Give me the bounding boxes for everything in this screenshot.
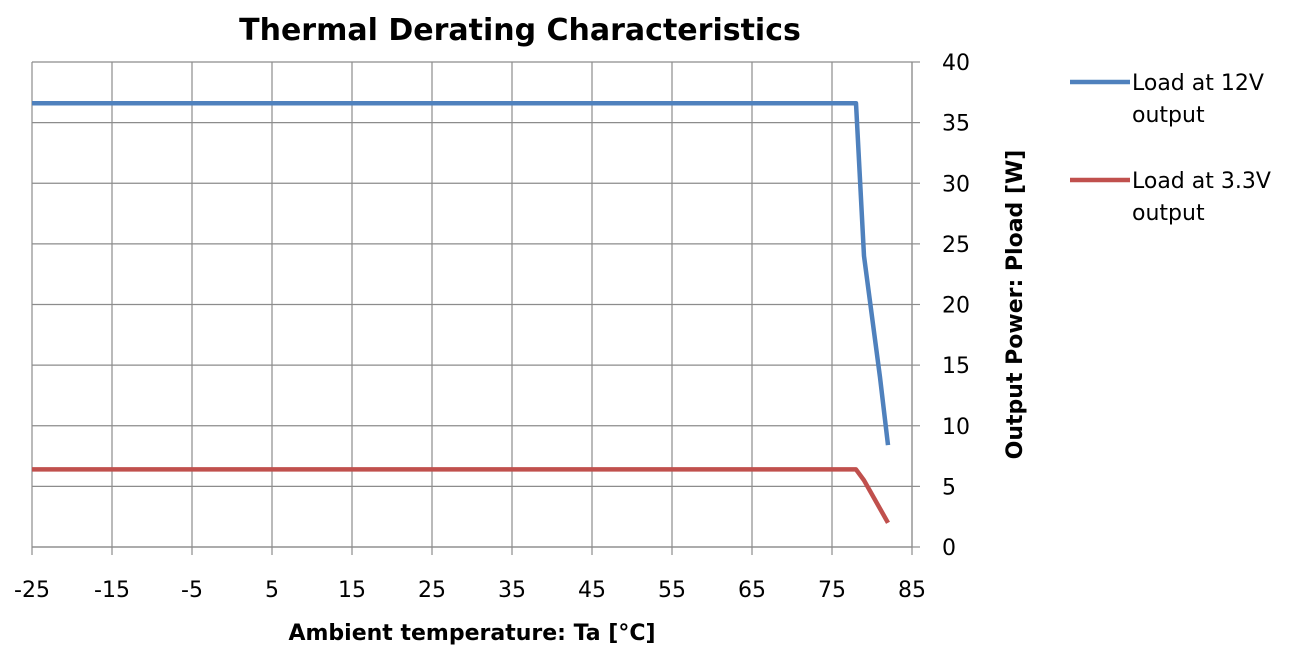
y-tick-label: 15 [942, 354, 970, 379]
x-tick-label: 65 [738, 578, 766, 603]
y-tick-label: 5 [942, 475, 956, 500]
legend: Load at 12V output Load at 3.3V output [1070, 71, 1271, 226]
y-tick-label: 25 [942, 233, 970, 258]
y-tick-label: 20 [942, 294, 970, 319]
x-tick-label: -15 [94, 578, 130, 603]
x-tick-label: -25 [14, 578, 50, 603]
x-tick-label: 15 [338, 578, 366, 603]
y-tick-label: 0 [942, 536, 956, 561]
y-tick-label: 30 [942, 172, 970, 197]
x-axis-tick-labels: -25 -15 -5 5 15 25 35 45 55 65 75 85 [14, 578, 926, 603]
y-tick-label: 35 [942, 112, 970, 137]
y-tick-label: 40 [942, 51, 970, 76]
x-tick-label: 45 [578, 578, 606, 603]
series-line-2 [32, 467, 890, 524]
y-axis-tick-labels: 0 5 10 15 20 25 30 35 40 [942, 51, 970, 561]
y-axis-title: Output Power: Pload [W] [1003, 150, 1028, 460]
x-tick-label: 85 [898, 578, 926, 603]
axes [31, 61, 920, 555]
gridlines [31, 61, 913, 548]
x-tick-label: 55 [658, 578, 686, 603]
chart-title: Thermal Derating Characteristics [239, 13, 801, 48]
y-tick-label: 10 [942, 415, 970, 440]
legend-label-2: Load at 3.3V output [1132, 169, 1271, 226]
legend-label-1: Load at 12V output [1132, 71, 1264, 128]
x-axis-title: Ambient temperature: Ta [°C] [288, 621, 655, 645]
x-tick-label: 5 [265, 578, 279, 603]
x-tick-label: -5 [181, 578, 203, 603]
x-tick-label: 35 [498, 578, 526, 603]
series-lines [32, 100, 891, 524]
x-tick-label: 25 [418, 578, 446, 603]
x-tick-label: 75 [818, 578, 846, 603]
series-line-1 [32, 100, 891, 446]
